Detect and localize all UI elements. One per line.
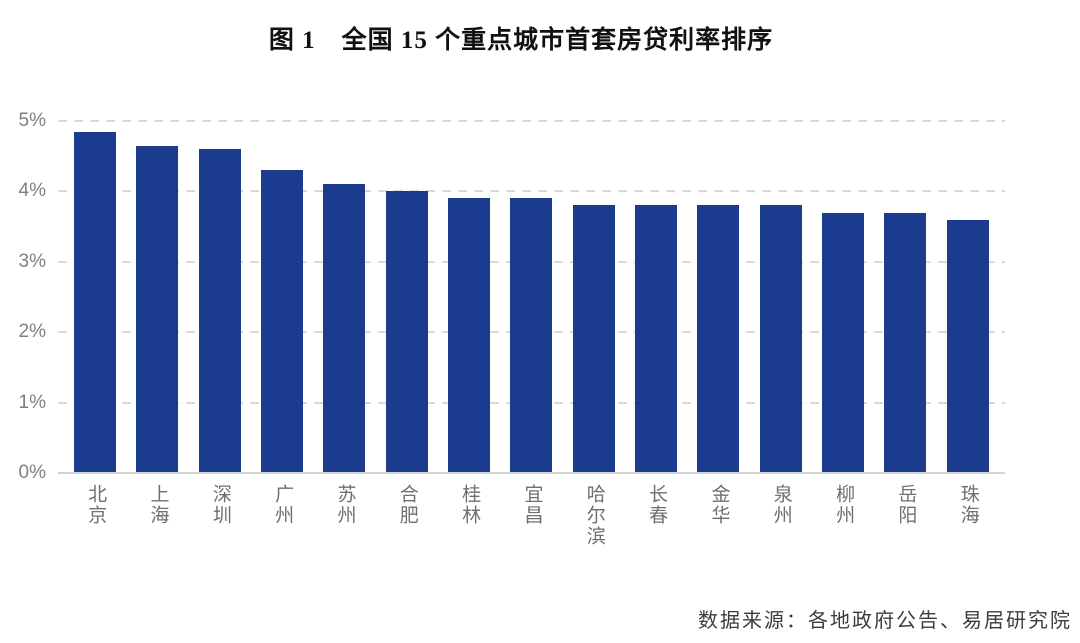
x-tick-label: 金华: [708, 484, 730, 526]
x-label-column: 金华: [687, 484, 749, 547]
bar-column: [687, 121, 749, 473]
x-label-column: 宜昌: [500, 484, 562, 547]
y-tick-label: 0%: [18, 462, 46, 483]
x-tick-label: 上海: [147, 484, 169, 526]
x-label-column: 深圳: [189, 484, 251, 547]
y-tick-label: 4%: [18, 180, 46, 202]
x-label-column: 哈尔滨: [563, 484, 625, 547]
x-label-column: 广州: [251, 484, 313, 547]
x-tick-label: 北京: [85, 484, 107, 526]
x-tick-label: 泉州: [770, 484, 792, 526]
bar: [635, 205, 678, 473]
bar: [323, 184, 366, 473]
bar: [198, 149, 241, 473]
x-tick-label: 苏州: [334, 484, 356, 526]
y-axis: 0% 1% 2% 3% 4% 5%: [0, 110, 46, 483]
x-axis-labels: 北京 上海 深圳 广州 苏州 合肥 桂林 宜昌 哈尔滨 长春 金华 泉州 柳州 岳阳 珠海: [58, 484, 1005, 547]
x-label-column: 岳阳: [874, 484, 936, 547]
x-label-column: 上海: [126, 484, 188, 547]
bar: [136, 145, 179, 473]
x-tick-label: 合肥: [396, 484, 418, 526]
x-tick-label: 桂林: [459, 484, 481, 526]
x-label-column: 合肥: [376, 484, 438, 547]
x-label-column: 柳州: [812, 484, 874, 547]
bar-column: [874, 121, 936, 473]
y-tick-label: 2%: [18, 321, 46, 343]
x-tick-label: 柳州: [833, 484, 855, 526]
bar: [697, 205, 740, 473]
chart-title: 图 1 全国 15 个重点城市首套房贷利率排序: [268, 27, 774, 54]
bar-column: [563, 121, 625, 473]
bar-column: [64, 121, 126, 473]
bar: [946, 219, 989, 473]
bar-column: [937, 121, 999, 473]
x-tick-label: 广州: [272, 484, 294, 526]
x-tick-label: 珠海: [957, 484, 979, 526]
bar-column: [438, 121, 500, 473]
bar: [884, 212, 927, 473]
bar-column: [625, 121, 687, 473]
bar: [448, 198, 491, 473]
x-label-column: 珠海: [937, 484, 999, 547]
bar: [822, 212, 865, 473]
x-tick-label: 宜昌: [521, 484, 543, 526]
y-tick-label: 3%: [18, 250, 46, 272]
x-tick-label: 哈尔滨: [583, 484, 605, 547]
bar-column: [251, 121, 313, 473]
gridline: [58, 190, 1005, 193]
x-label-column: 北京: [64, 484, 126, 547]
x-tick-label: 深圳: [209, 484, 231, 526]
plot-area: [58, 120, 1005, 474]
y-tick-label: 1%: [18, 391, 46, 413]
gridline: [58, 120, 1005, 122]
x-label-column: 泉州: [750, 484, 812, 547]
x-axis-line: [58, 472, 1005, 474]
bar-column: [376, 121, 438, 473]
bar-column: [750, 121, 812, 473]
bar-column: [126, 121, 188, 473]
bar-column: [812, 121, 874, 473]
bar: [385, 191, 428, 473]
bar: [759, 205, 802, 473]
x-label-column: 苏州: [313, 484, 375, 547]
bar-column: [500, 121, 562, 473]
bar: [74, 131, 117, 473]
bar: [572, 205, 615, 473]
x-tick-label: 长春: [646, 484, 668, 526]
data-source-note: 数据来源：各地政府公告、易居研究院: [698, 610, 1072, 632]
bar: [510, 198, 553, 473]
bar-column: [189, 121, 251, 473]
x-label-column: 桂林: [438, 484, 500, 547]
bar: [261, 170, 304, 473]
bar-column: [313, 121, 375, 473]
x-tick-label: 岳阳: [895, 484, 917, 526]
y-tick-label: 5%: [18, 110, 46, 131]
x-label-column: 长春: [625, 484, 687, 547]
bars-row: [58, 121, 1005, 473]
